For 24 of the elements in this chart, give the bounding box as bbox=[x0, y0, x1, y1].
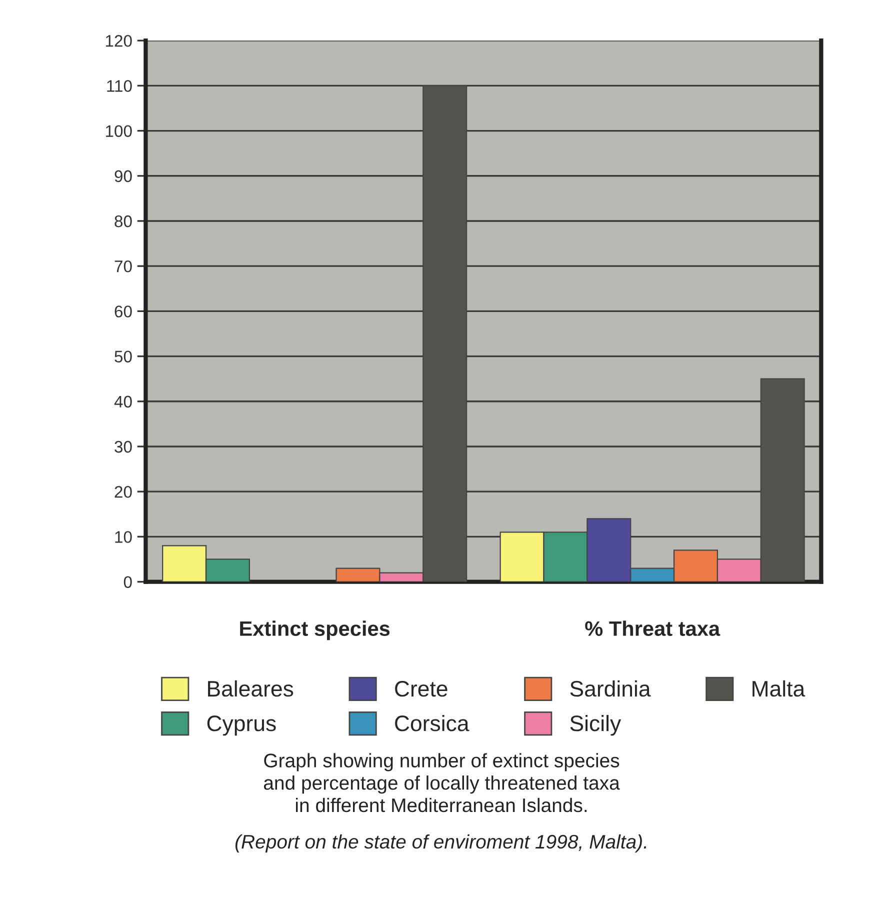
text: (Report on the state of enviroment 1998, Malta). bbox=[235, 834, 646, 852]
y-tick-label: 10 bbox=[115, 531, 132, 543]
y-tick-label: 40 bbox=[114, 396, 132, 408]
legend-label: Sardinia bbox=[570, 680, 651, 697]
y-tick-label: 50 bbox=[114, 350, 132, 362]
text: Graph showing number of extinct species and percentage of locally threatened taxa in different Mediterranean Islands. bbox=[264, 753, 620, 812]
y-tick-label: 20 bbox=[114, 486, 132, 498]
x-tick-label: % Threat taxa bbox=[585, 620, 720, 636]
legend-label: Cyprus bbox=[207, 716, 276, 736]
y-tick-label: 0 bbox=[124, 576, 132, 588]
y-tick-label: 80 bbox=[114, 215, 132, 228]
legend-label: Malta bbox=[752, 680, 806, 697]
y-tick-label: 100 bbox=[106, 125, 132, 137]
y-tick-label: 120 bbox=[106, 34, 132, 47]
y-tick-label: 30 bbox=[114, 440, 132, 453]
legend-label: Corsica bbox=[395, 714, 470, 732]
y-tick-label: 110 bbox=[107, 80, 132, 92]
y-tick-label: 60 bbox=[114, 306, 132, 318]
legend-label: Baleares bbox=[208, 680, 294, 697]
y-tick-label: 90 bbox=[114, 170, 132, 182]
x-tick-label: Extinct species bbox=[240, 620, 390, 640]
legend-label: Sicily bbox=[570, 714, 622, 736]
y-tick-label: 70 bbox=[114, 260, 132, 272]
legend-label: Crete bbox=[395, 680, 448, 697]
